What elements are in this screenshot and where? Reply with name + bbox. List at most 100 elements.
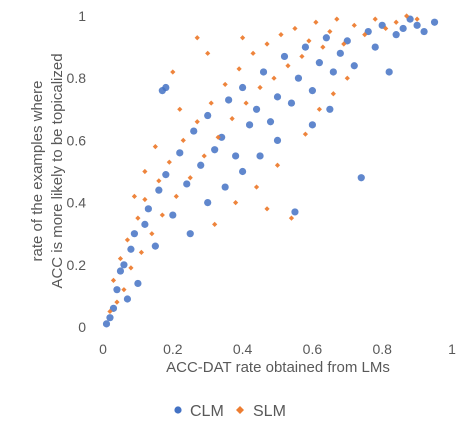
- slm-point: [285, 63, 291, 69]
- slm-point: [229, 116, 235, 122]
- clm-point: [256, 152, 264, 160]
- slm-point: [149, 231, 155, 237]
- slm-point: [362, 32, 368, 38]
- clm-point: [102, 320, 111, 328]
- clm-point: [204, 111, 212, 120]
- clm-point: [221, 183, 229, 191]
- clm-point: [294, 74, 303, 82]
- slm-point: [107, 308, 113, 315]
- clm-point: [287, 99, 296, 107]
- slm-point: [383, 25, 389, 32]
- y-tick-label: 0: [78, 319, 86, 335]
- clm-point: [413, 21, 421, 29]
- legend-slm-marker: [236, 406, 244, 414]
- clm-point: [308, 121, 316, 129]
- clm-point: [322, 34, 330, 42]
- slm-point: [117, 255, 124, 262]
- clm-point: [134, 279, 142, 288]
- slm-point: [330, 91, 336, 97]
- slm-point: [215, 134, 221, 140]
- clm-point: [378, 21, 386, 29]
- slm-point: [110, 277, 117, 283]
- clm-point: [158, 87, 166, 95]
- legend-clm-label: CLM: [190, 403, 224, 420]
- x-tick-label: 0.4: [233, 341, 253, 357]
- clm-point: [430, 18, 439, 26]
- legend-slm-label: SLM: [253, 403, 286, 420]
- slm-point: [194, 35, 200, 41]
- slm-point: [278, 32, 284, 38]
- slm-point: [393, 19, 399, 25]
- slm-point: [222, 81, 228, 88]
- clm-point: [151, 242, 159, 250]
- clm-point: [273, 93, 282, 101]
- legend: CLM SLM: [174, 403, 286, 420]
- slm-point: [208, 100, 214, 106]
- slm-point: [334, 16, 340, 22]
- x-tick-label: 1: [448, 341, 456, 357]
- slm-point: [187, 175, 193, 181]
- clm-point: [183, 180, 191, 188]
- slm-point: [292, 25, 298, 32]
- slm-point: [274, 162, 281, 168]
- clm-point: [301, 43, 310, 51]
- clm-point: [162, 171, 170, 179]
- clm-point: [204, 199, 212, 207]
- legend-clm-marker: [174, 406, 182, 414]
- clm-point: [169, 211, 177, 219]
- y-tick-label: 0.4: [67, 195, 87, 211]
- slm-point: [159, 212, 165, 218]
- clm-point: [371, 43, 379, 51]
- slm-point: [121, 287, 127, 293]
- clm-point: [232, 152, 240, 160]
- y-tick-label: 0.6: [67, 132, 87, 148]
- clm-point: [326, 105, 334, 113]
- clm-point: [127, 245, 135, 253]
- slm-point: [138, 249, 144, 255]
- y-tick-label: 0.2: [67, 257, 87, 273]
- slm-point: [173, 193, 179, 199]
- slm-point: [264, 206, 270, 212]
- slm-point: [170, 69, 176, 75]
- y-tick-labels: 0 0.2 0.4 0.6 0.8 1: [67, 8, 87, 335]
- clm-point: [106, 314, 114, 322]
- clm-point: [130, 230, 139, 238]
- clm-point: [245, 121, 254, 129]
- clm-point: [315, 59, 323, 67]
- slm-point: [233, 200, 239, 206]
- clm-point: [123, 295, 132, 303]
- clm-point: [218, 133, 226, 141]
- clm-point: [392, 31, 400, 39]
- clm-point: [144, 205, 152, 213]
- clm-point: [225, 96, 233, 104]
- clm-point: [336, 49, 344, 57]
- slm-point: [236, 66, 242, 72]
- y-axis-title-line-2: ACC is more likely to be topicalized: [49, 53, 66, 288]
- slm-point: [250, 50, 256, 56]
- clm-point: [280, 52, 289, 61]
- slm-point: [404, 13, 410, 19]
- clm-point: [420, 27, 428, 36]
- clm-point: [190, 127, 198, 135]
- slm-point: [205, 50, 211, 56]
- slm-point: [114, 299, 120, 305]
- clm-point: [364, 27, 372, 36]
- x-axis-title: ACC-DAT rate obtained from LMs: [166, 359, 390, 376]
- clm-point: [329, 68, 337, 76]
- clm-point: [399, 24, 407, 33]
- slm-point: [243, 100, 249, 106]
- x-tick-label: 0: [99, 341, 107, 357]
- clm-point: [197, 161, 205, 169]
- slm-point: [124, 237, 131, 243]
- clm-point: [273, 136, 282, 144]
- slm-point: [152, 144, 158, 150]
- slm-point: [257, 84, 263, 91]
- slm-point: [131, 193, 138, 199]
- slm-point: [320, 44, 326, 50]
- clm-point: [406, 15, 414, 23]
- x-tick-label: 0.8: [372, 341, 392, 357]
- clm-point: [116, 267, 125, 275]
- clm-point: [141, 220, 149, 228]
- clm-point: [109, 304, 118, 312]
